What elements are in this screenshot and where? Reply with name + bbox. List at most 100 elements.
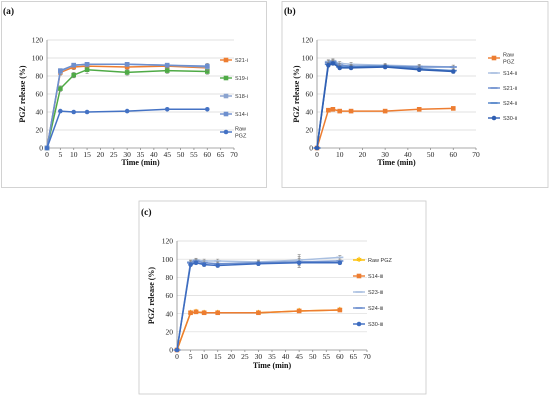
x-tick-label: 50 (427, 150, 435, 159)
chart-panel-c: (c) 0 20 40 60 80 100 120 0 5 10 15 20 25 30 35 40 45 50 5… (138, 200, 427, 395)
y-axis-title: PGZ release (%) (147, 267, 156, 325)
axes: 0 20 40 60 80 100 120 0 10 20 30 40 50 60 70 (302, 36, 480, 159)
data-point (337, 260, 343, 266)
data-point (188, 262, 193, 267)
data-point (204, 107, 210, 112)
axes: 0 20 40 60 80 100 120 0 5 10 15 20 25 30 35 40 45 50 55 60 6… (162, 237, 371, 361)
legend-label: Raw (503, 53, 514, 59)
x-tick-label: 40 (150, 150, 158, 159)
data-point (84, 62, 90, 67)
y-tick-label: 60 (306, 90, 314, 99)
data-point (204, 63, 210, 69)
legend-swatch-marker (223, 111, 229, 117)
x-tick-label: 30 (255, 352, 263, 361)
x-tick-label: 20 (97, 150, 105, 159)
data-point (215, 263, 221, 268)
gridlines (177, 240, 367, 333)
legend-item: S14-i (220, 111, 248, 118)
x-tick-label: 35 (137, 150, 145, 159)
x-tick-label: 70 (472, 150, 480, 159)
data-point (71, 109, 77, 115)
data-point (450, 69, 456, 74)
y-tick-label: 80 (166, 273, 174, 282)
data-point (204, 69, 210, 74)
x-tick-label: 25 (110, 150, 118, 159)
data-point (71, 62, 77, 68)
data-point (164, 107, 170, 112)
y-tick-label: 60 (166, 291, 174, 300)
legend-label: S14-iii (368, 274, 383, 280)
x-tick-label: 5 (58, 150, 62, 159)
x-axis-title: Time (min) (377, 158, 416, 167)
panel-frame-c (138, 200, 427, 395)
panel-label-b: (b) (284, 6, 296, 17)
data-point (416, 67, 422, 72)
legend-label: PGZ (235, 134, 247, 140)
data-point (348, 108, 354, 114)
x-tick-label: 30 (123, 150, 131, 159)
data-point (326, 62, 331, 68)
y-tick-label: 40 (306, 108, 314, 117)
y-tick-label: 20 (166, 327, 174, 336)
x-tick-label: 35 (268, 352, 276, 361)
legend-swatch-marker (223, 129, 229, 135)
data-point (201, 262, 207, 267)
legend-label: S14-i (235, 112, 248, 118)
x-axis-title: Time (min) (253, 361, 292, 370)
legend-label: Raw PGZ (368, 258, 392, 264)
y-tick-label: 40 (36, 108, 44, 117)
data-series (314, 61, 456, 151)
x-tick-label: 0 (315, 150, 319, 159)
y-tick-label: 120 (32, 36, 44, 45)
data-point (124, 62, 130, 67)
y-tick-label: 0 (309, 144, 313, 153)
x-tick-label: 40 (404, 150, 412, 159)
y-tick-label: 60 (36, 90, 44, 99)
legend-label: S18-i (235, 94, 248, 100)
legend-label: S30-iii (368, 322, 383, 328)
x-tick-label: 40 (282, 352, 290, 361)
y-tick-label: 80 (306, 72, 314, 81)
legend-item: S21-ii (488, 86, 517, 92)
legend-label: PGZ (503, 60, 515, 66)
data-point (193, 309, 199, 315)
x-tick-label: 10 (336, 150, 344, 159)
legend-item: S14-ii (488, 71, 517, 77)
panel-frame-b (281, 1, 549, 188)
data-series (44, 62, 210, 151)
data-point (84, 67, 90, 72)
data-point (416, 107, 422, 112)
data-point (124, 70, 130, 75)
legend-swatch-marker (223, 93, 229, 99)
x-tick-label: 70 (230, 150, 238, 159)
x-axis-title: Time (min) (121, 158, 160, 167)
legend-item: S30-ii (488, 115, 517, 122)
data-point (124, 108, 130, 114)
gridlines (317, 39, 476, 131)
x-tick-label: 0 (45, 150, 49, 159)
x-tick-label: 10 (200, 352, 208, 361)
legend-item: S19-i (220, 75, 248, 82)
data-series (314, 106, 456, 151)
x-tick-label: 20 (228, 352, 236, 361)
y-tick-label: 120 (162, 237, 174, 246)
data-point (58, 108, 63, 114)
y-axis-title: PGZ release (%) (292, 65, 301, 123)
legend-item: S23-iii (353, 290, 383, 296)
legend-label: S24-ii (503, 101, 517, 107)
x-tick-label: 45 (295, 352, 303, 361)
legend-swatch-marker (356, 273, 362, 279)
y-tick-label: 20 (36, 126, 44, 135)
data-point (188, 310, 193, 316)
legend-swatch-marker (356, 321, 362, 327)
data-point (314, 145, 320, 151)
panel-label-c: (c) (141, 207, 152, 218)
data-point (326, 107, 331, 113)
data-point (193, 260, 199, 266)
legend-label: S14-ii (503, 71, 517, 77)
x-tick-label: 60 (336, 352, 344, 361)
data-point (174, 347, 180, 353)
